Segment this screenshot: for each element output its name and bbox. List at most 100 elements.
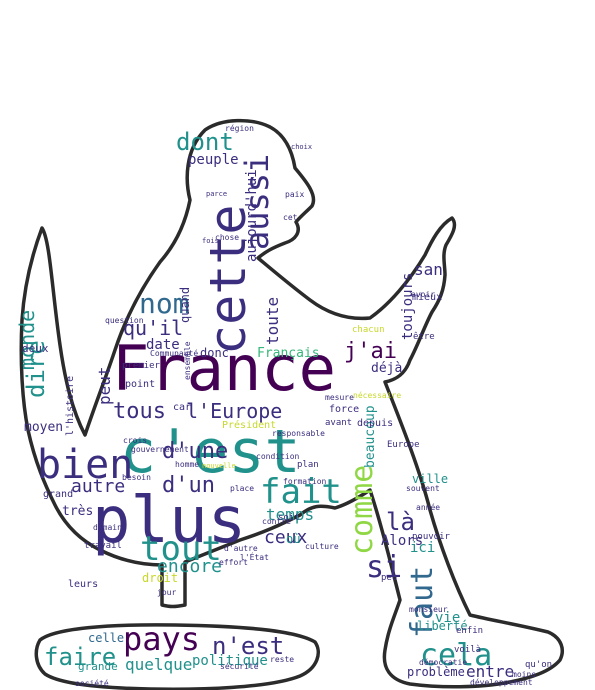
- cloud-word: d'un: [162, 473, 215, 498]
- cloud-word: Europe: [387, 440, 420, 450]
- cloud-word: développement: [470, 677, 533, 687]
- cloud-word: date: [146, 337, 180, 353]
- cloud-word: être: [413, 331, 435, 342]
- cloud-word: dont: [176, 128, 234, 156]
- cloud-word: monde: [15, 310, 39, 370]
- cloud-word: l'Europe: [186, 399, 282, 423]
- cloud-word: temps: [266, 505, 314, 524]
- cloud-word: ensemble: [183, 341, 192, 380]
- cloud-word: beaucoup: [363, 405, 378, 468]
- cloud-word: effort: [219, 558, 248, 567]
- cloud-word: pays: [123, 620, 200, 658]
- cloud-word: reste: [270, 655, 294, 664]
- cloud-word: aujourd'hui: [244, 169, 260, 262]
- cloud-word: qu'on: [525, 660, 552, 670]
- cloud-word: Président: [222, 419, 276, 431]
- cloud-word: là: [386, 508, 415, 536]
- cloud-word: monsieur: [409, 605, 448, 614]
- cloud-word: paix: [285, 190, 304, 199]
- cloud-word: politique: [192, 653, 268, 669]
- silhouette-base: [34, 623, 320, 690]
- cloud-word: d'autre: [224, 544, 258, 553]
- cloud-word: besoin: [122, 473, 151, 482]
- cloud-word: Français: [257, 346, 320, 361]
- cloud-word: année: [416, 502, 440, 512]
- cloud-word: faire: [44, 643, 116, 671]
- cloud-word: nom: [139, 287, 190, 320]
- cloud-word: nouvelle: [202, 462, 236, 470]
- cloud-word: chacun: [352, 325, 385, 335]
- cloud-word: toujours: [400, 273, 416, 340]
- cloud-word: chose: [215, 233, 239, 242]
- cloud-word: mesure: [325, 393, 354, 402]
- cloud-word: si: [366, 550, 402, 585]
- cloud-word: donc: [200, 346, 229, 360]
- cloud-word: entre: [466, 662, 514, 681]
- cloud-word: domaine: [93, 523, 127, 532]
- cloud-word: pouvoir: [412, 532, 451, 542]
- cloud-word: plan: [297, 460, 319, 470]
- cloud-word: cet: [283, 213, 298, 222]
- cloud-word: avant: [325, 418, 352, 428]
- cloud-word: mieux: [412, 292, 442, 303]
- cloud-word: ceux: [264, 527, 308, 548]
- cloud-word: vie: [435, 610, 460, 626]
- cloud-word: gouvernement: [131, 445, 189, 454]
- cloud-word: peu: [381, 573, 397, 583]
- cloud-word: deux: [22, 342, 49, 355]
- cloud-word: responsable: [272, 429, 325, 438]
- cloud-word: car: [173, 402, 191, 413]
- cloud-word: jour: [157, 588, 176, 597]
- cloud-word: contre: [262, 517, 291, 526]
- cloud-word: travail: [84, 541, 122, 551]
- cloud-word: ici: [410, 540, 435, 556]
- cloud-word: cela: [420, 638, 492, 673]
- cloud-word: dire: [22, 340, 50, 398]
- cloud-word: d'une: [162, 439, 228, 464]
- cloud-word: premier: [122, 361, 161, 371]
- cloud-word: san: [414, 260, 443, 279]
- cloud-word: moins: [512, 670, 536, 679]
- cloud-word: place: [230, 484, 254, 493]
- cloud-word: l'histoire: [65, 376, 76, 436]
- cloud-word: Alors: [381, 533, 423, 549]
- cloud-word: quand: [178, 287, 192, 323]
- cloud-word: j'ai: [344, 339, 397, 364]
- cloud-word: fait: [260, 472, 342, 512]
- cloud-word: crois: [123, 436, 147, 445]
- cloud-word: moyen: [24, 420, 63, 435]
- cloud-word: Communauté: [150, 348, 198, 358]
- cloud-word: soit: [278, 513, 300, 523]
- cloud-word: autre: [71, 476, 125, 497]
- cloud-word: aussi: [238, 154, 276, 250]
- cloud-word: nécessaire: [353, 390, 401, 400]
- cloud-word: n'est: [212, 632, 284, 660]
- cloud-word: démocratie: [419, 657, 467, 667]
- cloud-word: tous: [113, 399, 166, 424]
- cloud-word: ville: [412, 472, 448, 486]
- cloud-word: plus: [92, 484, 246, 558]
- cloud-word: encore: [157, 556, 222, 577]
- cloud-word: quelque: [125, 655, 192, 674]
- cloud-word: formation: [283, 477, 327, 486]
- cloud-word: leurs: [68, 579, 98, 590]
- cloud-word: grande: [78, 660, 118, 673]
- cloud-word: voilà: [454, 645, 481, 655]
- cloud-word: homme: [175, 460, 199, 469]
- cloud-word: cette: [199, 204, 257, 355]
- cloud-word: peut: [95, 366, 114, 405]
- cloud-word: depuis: [357, 418, 393, 429]
- cloud-word: déjà: [371, 361, 402, 376]
- cloud-word: très: [62, 504, 93, 519]
- cloud-word: celle: [88, 631, 124, 645]
- cloud-word: peuple: [188, 152, 239, 168]
- cloud-word: choix: [291, 143, 312, 151]
- cloud-word: c'est: [120, 417, 301, 487]
- cloud-word: fois: [202, 237, 219, 245]
- cloud-word: qu'il: [123, 316, 183, 340]
- silhouette-outline: [19, 118, 564, 689]
- cloud-word: avoir: [411, 290, 435, 299]
- cloud-word: question: [105, 316, 144, 325]
